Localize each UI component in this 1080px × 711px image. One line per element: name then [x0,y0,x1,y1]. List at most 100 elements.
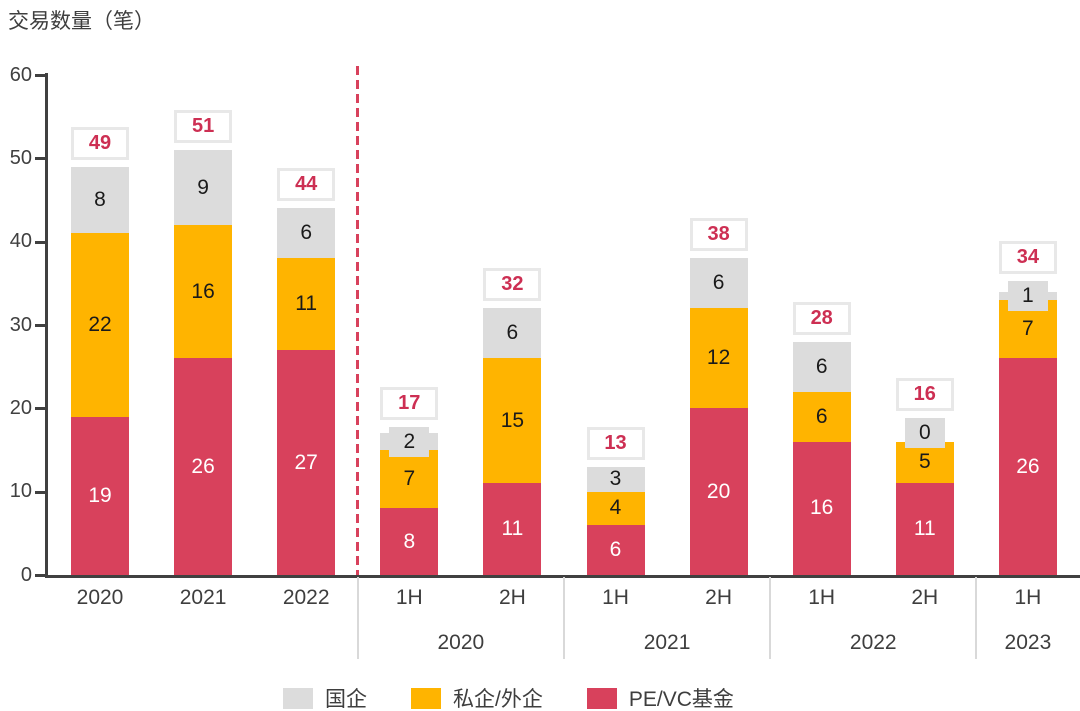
bar-segment-pevc [998,358,1057,575]
x-axis-label: 2021 [179,586,227,609]
bar-segment-label: 20 [706,479,731,503]
bar-segment-pevc [689,408,748,575]
x-axis-group-separator [975,577,978,659]
bar-total-label: 51 [174,110,233,143]
legend: 国企 私企/外企 PE/VC基金 [283,683,734,711]
y-axis-tick-label: 50 [9,146,32,169]
bar-segment-pevc [277,350,336,575]
x-axis-label: 1H [808,586,836,609]
bar-total-label: 32 [483,268,542,302]
bar-segment-label: 9 [197,175,209,199]
soe-color-swatch-icon [283,687,313,709]
bar-total-label: 38 [689,218,748,252]
bar-segment-label: 15 [500,408,525,432]
bar-segment-label: 7 [403,467,416,491]
x-axis-label: 2022 [282,586,330,609]
x-axis-label: 1H [602,586,629,609]
y-axis-line [45,73,48,578]
bar-segment-pevc [174,358,233,575]
x-axis-group-label: 2021 [643,631,691,654]
y-axis-tick [35,407,45,411]
x-axis-group-separator [769,577,772,659]
bar-segment-label: 11 [295,292,318,316]
bar-segment-pevc [895,483,954,575]
bar-segment-label: 27 [294,450,318,474]
y-axis-tick-label: 40 [9,230,32,253]
x-axis-label: 2H [705,586,733,609]
bar-segment-label: 8 [403,529,416,553]
y-axis-tick [35,574,45,577]
bar-segment-private [483,358,542,484]
bar-segment-soe [483,308,542,359]
x-axis-label: 1H [395,586,423,609]
bar-segment-label: 6 [712,271,725,295]
bar-segment-label: 11 [501,517,524,541]
bar-segment-pevc [71,416,129,575]
legend-item-pevc: PE/VC基金 [586,683,734,711]
bar-segment-label: 4 [609,496,622,520]
x-axis-line [45,575,1080,578]
bar-total-label: 49 [71,126,129,160]
bar-segment-soe [792,341,851,392]
bar-segment-label: 6 [815,354,828,378]
bar-segment-label: 6 [609,538,622,561]
bar-total-label: 16 [895,377,954,411]
y-axis-tick [35,240,45,244]
bar-segment-label: 5 [918,450,931,474]
bar-segment-label: 8 [94,187,106,211]
bar-segment-private [586,491,645,525]
legend-label-private: 私企/外企 [453,688,543,711]
bar-segment-private [895,441,954,484]
y-axis-tick-label: 10 [9,480,32,503]
bar-segment-label: 7 [1022,317,1034,341]
x-axis-group-separator [562,577,565,659]
bar-segment-label: 6 [300,221,313,245]
y-axis-tick [35,324,45,327]
private-color-swatch-icon [411,687,441,709]
x-axis-group-label: 2023 [1004,631,1052,654]
bar-total-label: 34 [998,240,1057,274]
bar-total-label: 28 [792,301,851,335]
y-axis-tick [35,490,45,494]
legend-item-private: 私企/外企 [411,683,543,711]
y-axis-tick [35,157,45,161]
y-axis-tick-label: 60 [9,63,32,86]
bar-segment-pevc [380,508,439,575]
bar-segment-private [174,225,233,359]
bar-segment-soe [71,166,129,234]
bar-segment-pevc [792,441,851,575]
bar-segment-label-chip: 0 [904,417,945,448]
bar-segment-label: 11 [913,517,936,541]
legend-label-pevc: PE/VC基金 [628,688,734,711]
legend-item-soe: 国企 [283,683,367,711]
bar-segment-label: 16 [191,279,215,303]
y-axis-tick-label: 20 [9,396,32,419]
annual-half-separator-dashed-line [356,66,360,575]
bar-segment-pevc [586,525,645,575]
bar-segment-label-chip: 1 [1007,280,1048,311]
bar-segment-label-chip: 2 [389,426,430,457]
x-axis-group-separator [356,577,359,659]
y-axis-tick-label: 0 [20,563,32,586]
bar-segment-pevc [483,483,542,575]
chart-title: 交易数量（笔） [8,10,155,33]
x-axis-label: 2020 [76,586,124,609]
bar-segment-label: 12 [706,346,731,370]
legend-label-soe: 国企 [325,688,367,711]
y-axis-tick [35,74,45,77]
bar-segment-soe [586,466,645,492]
bar-segment-label: 6 [815,404,828,428]
x-axis-label: 1H [1014,586,1042,609]
bar-segment-private [277,258,336,350]
bar-segment-soe [174,150,233,225]
bar-segment-label: 6 [506,321,519,345]
x-axis-label: 2H [498,586,526,609]
x-axis-group-label: 2020 [437,631,485,654]
bar-segment-soe [277,208,336,259]
x-axis-label: 2H [911,586,939,609]
bar-segment-label: 22 [88,312,112,336]
bar-segment-soe [689,258,748,309]
bar-segment-label: 16 [810,496,834,520]
